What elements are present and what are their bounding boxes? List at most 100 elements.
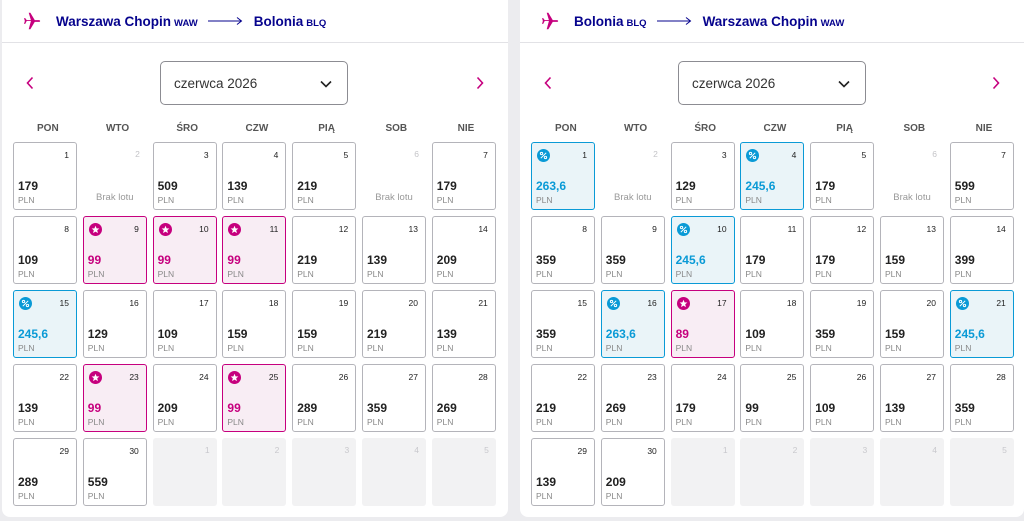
day-currency: PLN xyxy=(745,195,762,205)
next-month-button[interactable] xyxy=(986,73,1006,93)
calendar-day[interactable]: 30 559 PLN xyxy=(82,438,147,506)
month-select[interactable]: czerwca 2026 xyxy=(160,61,348,105)
day-number: 5 xyxy=(861,150,867,160)
day-price: 289 xyxy=(18,475,39,489)
calendar-day[interactable]: 19 159 PLN xyxy=(292,290,357,358)
calendar-day[interactable]: 20 219 PLN xyxy=(362,290,426,358)
weekday-label: PON xyxy=(555,123,577,134)
star-icon xyxy=(231,225,239,234)
calendar-day[interactable]: 14 209 PLN xyxy=(431,216,496,284)
calendar-day[interactable]: 14 399 PLN xyxy=(949,216,1014,284)
calendar-day[interactable]: 8 109 PLN xyxy=(13,216,77,284)
calendar-day[interactable]: 15 245,6 PLN xyxy=(13,290,77,358)
calendar-day[interactable]: 17 109 PLN xyxy=(152,290,217,358)
day-number: 28 xyxy=(478,372,488,382)
day-number: 2 xyxy=(792,445,798,455)
day-number: 29 xyxy=(577,446,587,456)
day-currency: PLN xyxy=(18,269,35,279)
calendar-day[interactable]: 8 359 PLN xyxy=(531,216,595,284)
day-number: 23 xyxy=(129,372,139,382)
calendar-day[interactable]: 13 139 PLN xyxy=(362,216,426,284)
calendar-day[interactable]: 24 209 PLN xyxy=(152,364,217,432)
calendar-day[interactable]: 27 359 PLN xyxy=(362,364,426,432)
promo-star-icon xyxy=(88,371,102,384)
calendar-day[interactable]: 17 89 PLN xyxy=(670,290,735,358)
calendar-day[interactable]: 4 245,6 PLN xyxy=(740,142,805,210)
calendar-day[interactable]: 19 359 PLN xyxy=(810,290,875,358)
day-currency: PLN xyxy=(815,343,832,353)
calendar-day[interactable]: 18 159 PLN xyxy=(222,290,287,358)
calendar-day[interactable]: 28 359 PLN xyxy=(949,364,1014,432)
day-number: 27 xyxy=(408,372,418,382)
calendar-day[interactable]: 22 139 PLN xyxy=(13,364,77,432)
previous-month-button[interactable] xyxy=(20,73,40,93)
weekday-label: ŚRO xyxy=(176,123,199,134)
calendar-day[interactable]: 21 245,6 PLN xyxy=(949,290,1014,358)
calendar-day[interactable]: 11 99 PLN xyxy=(222,216,287,284)
day-price: 99 xyxy=(87,253,102,267)
calendar-day[interactable]: 30 209 PLN xyxy=(600,438,665,506)
day-currency: PLN xyxy=(675,195,693,205)
day-number: 5 xyxy=(1002,445,1007,455)
calendar-day[interactable]: 5 179 PLN xyxy=(810,142,875,210)
day-currency: PLN xyxy=(954,417,972,427)
calendar-day[interactable]: 21 139 PLN xyxy=(431,290,496,358)
calendar-day[interactable]: 1 179 PLN xyxy=(13,142,77,210)
calendar-day[interactable]: 26 109 PLN xyxy=(810,364,875,432)
day-number: 17 xyxy=(717,298,727,308)
calendar-day[interactable]: 1 263,6 PLN xyxy=(531,142,595,210)
chevron-right-icon xyxy=(476,76,484,90)
day-price: 99 xyxy=(745,401,759,415)
month-select-value: czerwca 2026 xyxy=(174,75,258,91)
calendar-day[interactable]: 7 179 PLN xyxy=(431,142,496,210)
calendar-day[interactable]: 16 263,6 PLN xyxy=(600,290,665,358)
day-number: 13 xyxy=(408,224,418,234)
day-price: 139 xyxy=(18,401,39,415)
day-number: 10 xyxy=(717,224,727,234)
calendar-day[interactable]: 15 359 PLN xyxy=(531,290,595,358)
day-price: 99 xyxy=(227,253,241,267)
day-price: 245,6 xyxy=(675,253,706,267)
calendar-day[interactable]: 29 139 PLN xyxy=(531,438,595,506)
weekday-label: CZW xyxy=(245,123,269,134)
calendar-day[interactable]: 12 179 PLN xyxy=(810,216,875,284)
calendar-day[interactable]: 12 219 PLN xyxy=(292,216,357,284)
calendar-day[interactable]: 23 269 PLN xyxy=(600,364,665,432)
calendar-day[interactable]: 25 99 PLN xyxy=(740,364,805,432)
calendar-day[interactable]: 3 129 PLN xyxy=(670,142,735,210)
calendar-day[interactable]: 9 99 PLN xyxy=(82,216,147,284)
day-price: 209 xyxy=(605,475,626,489)
day-number: 4 xyxy=(414,445,419,455)
day-price: 219 xyxy=(297,253,318,267)
calendar-day[interactable]: 28 269 PLN xyxy=(431,364,496,432)
next-month-button[interactable] xyxy=(470,73,490,93)
calendar-day[interactable]: 27 139 PLN xyxy=(880,364,944,432)
calendar-day[interactable]: 3 509 PLN xyxy=(152,142,217,210)
promo-star-icon xyxy=(228,371,242,384)
calendar-day[interactable]: 10 245,6 PLN xyxy=(670,216,735,284)
calendar-day[interactable]: 20 159 PLN xyxy=(880,290,944,358)
previous-month-button[interactable] xyxy=(538,73,558,93)
month-select[interactable]: czerwca 2026 xyxy=(678,61,866,105)
calendar-day[interactable]: 18 109 PLN xyxy=(740,290,805,358)
calendar-day[interactable]: 5 219 PLN xyxy=(292,142,357,210)
day-currency: PLN xyxy=(18,195,35,205)
calendar-day[interactable]: 13 159 PLN xyxy=(880,216,944,284)
day-price: 219 xyxy=(367,327,388,341)
calendar-day[interactable]: 16 129 PLN xyxy=(82,290,147,358)
calendar-day[interactable]: 4 139 PLN xyxy=(222,142,287,210)
calendar-day[interactable]: 10 99 PLN xyxy=(152,216,217,284)
day-currency: PLN xyxy=(745,417,762,427)
calendar-day[interactable]: 9 359 PLN xyxy=(600,216,665,284)
calendar-day[interactable]: 29 289 PLN xyxy=(13,438,77,506)
day-number: 16 xyxy=(647,298,657,308)
day-price: 89 xyxy=(675,327,689,341)
calendar-day[interactable]: 24 179 PLN xyxy=(670,364,735,432)
calendar-day[interactable]: 11 179 PLN xyxy=(740,216,805,284)
calendar-day[interactable]: 23 99 PLN xyxy=(82,364,147,432)
calendar-day[interactable]: 22 219 PLN xyxy=(531,364,595,432)
calendar-day[interactable]: 7 599 PLN xyxy=(949,142,1014,210)
calendar-day[interactable]: 26 289 PLN xyxy=(292,364,357,432)
calendar-day[interactable]: 25 99 PLN xyxy=(222,364,287,432)
calendar-day-outside-month: 2 xyxy=(740,438,805,506)
